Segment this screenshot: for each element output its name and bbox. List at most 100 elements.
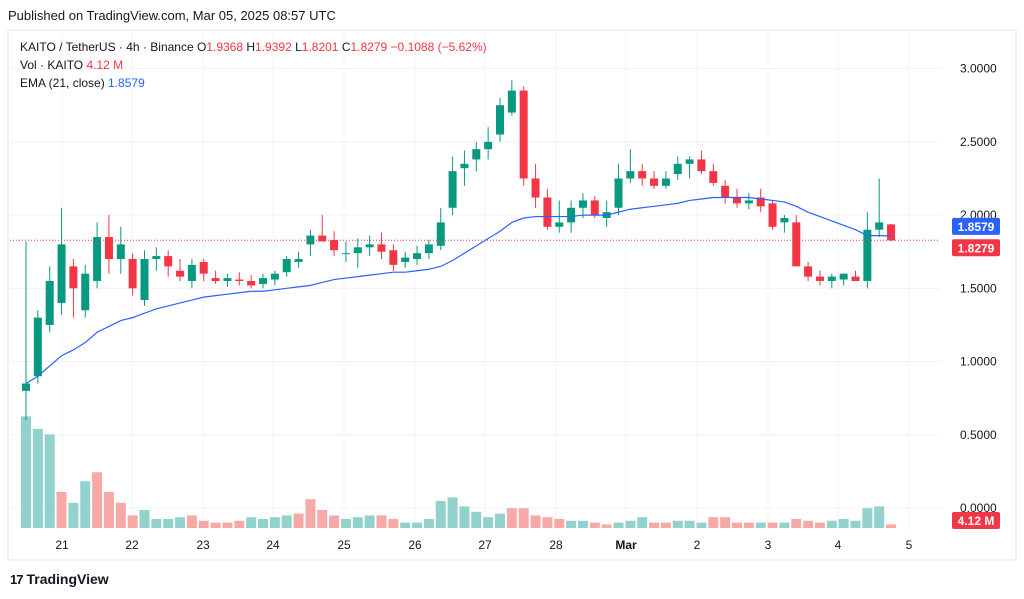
candle-body [104, 237, 113, 260]
candle [602, 200, 611, 227]
candle-body [460, 163, 469, 169]
volume-badge: 4.12 M [958, 514, 995, 528]
candle-body [116, 244, 125, 260]
symbol-label: KAITO / TetherUS · 4h · Binance [20, 40, 194, 54]
candle-body [448, 171, 457, 208]
high-label: H [246, 40, 256, 54]
candle [116, 226, 125, 274]
volume-bar [246, 517, 257, 528]
candle-body [744, 200, 753, 204]
volume-bar [163, 519, 174, 528]
volume-bar [352, 517, 363, 528]
candle [365, 235, 374, 257]
candle-body [93, 237, 102, 281]
candle-body [709, 171, 718, 183]
candle [22, 241, 30, 421]
volume-row: Vol · KAITO 4.12 M [20, 56, 487, 74]
volume-bar [103, 492, 114, 528]
chart-legend: KAITO / TetherUS · 4h · Binance O1.9368 … [20, 38, 487, 92]
candle [531, 163, 540, 208]
time-tick-label: 28 [549, 538, 563, 552]
candle [93, 222, 102, 289]
candle-body [673, 163, 682, 175]
candle-body [33, 317, 42, 377]
time-tick-label: 22 [125, 538, 139, 552]
volume-bar [447, 497, 458, 528]
volume-bar [577, 520, 588, 528]
time-tick-label: Mar [615, 538, 637, 552]
candle [81, 264, 90, 318]
candle-body [496, 105, 504, 135]
candle-body [69, 266, 78, 289]
volume-bar [483, 517, 494, 528]
candle-body [353, 247, 362, 254]
tradingview-logo-icon: 17 [10, 571, 24, 587]
candle [140, 250, 149, 306]
candle-body [318, 235, 327, 242]
candle [270, 270, 279, 286]
candle [673, 156, 682, 180]
candle-body [543, 197, 552, 227]
time-tick-label: 21 [55, 538, 69, 552]
price-tick-label: 0.5000 [960, 428, 997, 442]
volume-bar [791, 519, 802, 528]
candle-body [519, 90, 528, 179]
volume-bar [755, 522, 766, 528]
candle [626, 149, 635, 183]
candle-body [804, 266, 813, 277]
candle-body [792, 222, 801, 267]
volume-bar [127, 515, 138, 528]
volume-bar [400, 522, 411, 528]
close-value: 1.8279 [350, 40, 388, 54]
candle [377, 232, 386, 260]
candle-body [472, 149, 481, 160]
candle-body [685, 159, 694, 164]
candle [341, 241, 350, 262]
candle-body [401, 257, 410, 262]
volume-bar [68, 502, 79, 528]
volume-bar [32, 429, 43, 528]
volume-bar [293, 513, 304, 528]
volume-bar [660, 522, 671, 528]
volume-bar [80, 481, 91, 528]
volume-bar [826, 520, 837, 528]
candle [780, 215, 789, 233]
time-tick-label: 23 [196, 538, 210, 552]
volume-bar [803, 520, 814, 528]
high-value: 1.9392 [255, 40, 292, 54]
time-tick-label: 2 [694, 538, 701, 552]
candle [211, 270, 220, 284]
volume-bar [530, 515, 541, 528]
volume-bar [767, 522, 778, 528]
candle-body [57, 244, 66, 303]
candle-body [377, 244, 386, 252]
candle-body [531, 178, 540, 198]
candle-body [424, 244, 433, 254]
candle-body [235, 279, 244, 281]
candle [199, 259, 208, 281]
candle [614, 163, 623, 216]
candle [709, 163, 718, 186]
volume-bar [471, 511, 482, 528]
candle [247, 275, 256, 289]
volume-bar [56, 492, 67, 528]
tradingview-logo[interactable]: 17 TradingView [10, 571, 109, 587]
candle-body [128, 259, 137, 289]
candle-body [567, 207, 576, 223]
candle-body [247, 281, 256, 286]
volume-bar [506, 508, 517, 528]
open-value: 1.9368 [206, 40, 244, 54]
candle-body [152, 256, 161, 260]
candle [152, 247, 161, 271]
candle [590, 196, 599, 219]
ohlc-row: KAITO / TetherUS · 4h · Binance O1.9368 … [20, 38, 487, 56]
volume-bar [139, 510, 150, 528]
candle-body [650, 178, 659, 186]
candle-body [590, 200, 599, 216]
volume-bar [317, 510, 328, 528]
candle-body [294, 259, 303, 262]
volume-bar [814, 522, 825, 528]
candle [472, 141, 481, 172]
chart-frame [7, 29, 1017, 561]
